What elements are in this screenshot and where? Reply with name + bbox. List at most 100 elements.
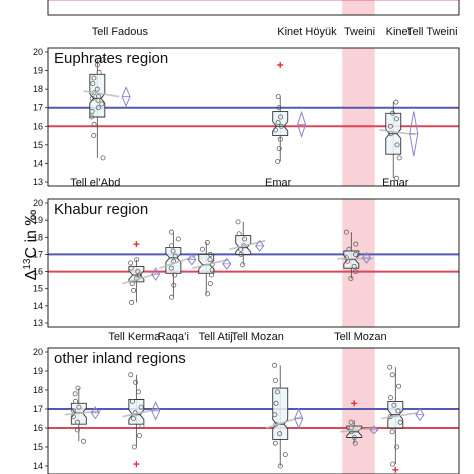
outlier-marker [351, 400, 358, 407]
data-point [391, 402, 397, 408]
mean-diamond [294, 407, 304, 430]
mean-diamond [409, 111, 419, 157]
y-tick-label: 19 [33, 66, 43, 76]
data-point [353, 251, 359, 257]
panel-1: 13 14 15 16 17 18 19 20 Euphrates region Tell el’… [33, 47, 460, 189]
box-group [272, 62, 307, 165]
data-point [387, 395, 393, 401]
highlight-band [342, 348, 375, 474]
data-point [240, 262, 246, 268]
data-point [238, 251, 244, 257]
highlight-band [342, 48, 375, 186]
data-point [131, 287, 137, 293]
y-tick-label: 18 [33, 232, 43, 242]
y-tick-label: 18 [33, 84, 43, 94]
data-point [133, 379, 139, 385]
data-point [348, 275, 354, 281]
data-point [135, 389, 141, 395]
data-point [352, 440, 358, 446]
data-point [128, 372, 134, 378]
y-tick-label: 15 [33, 442, 43, 452]
box-group [122, 241, 161, 305]
data-point [207, 281, 213, 287]
y-tick-label: 16 [33, 423, 43, 433]
site-label: Emar [382, 177, 409, 189]
panel-title: other inland regions [54, 350, 186, 367]
data-point [128, 265, 134, 271]
data-point [274, 389, 280, 395]
box-group [379, 99, 419, 181]
site-label: Tell Fadous [92, 26, 149, 38]
data-point [393, 99, 399, 105]
site-label: Tell Mozan [231, 331, 284, 343]
y-tick-label: 14 [33, 301, 43, 311]
panel-plot-area [48, 199, 459, 327]
data-point [397, 419, 403, 425]
site-label: Tell Tweini [407, 26, 458, 38]
data-point [276, 146, 282, 152]
data-point [343, 255, 349, 261]
data-point [75, 419, 81, 425]
data-point [169, 294, 175, 300]
site-label: Tweini [344, 26, 375, 38]
data-point [91, 75, 97, 81]
data-point [277, 136, 283, 142]
data-point [100, 56, 106, 62]
data-point [205, 291, 211, 297]
data-point [277, 463, 283, 469]
box-group [229, 219, 266, 268]
y-tick-label: 14 [33, 461, 43, 471]
data-point [277, 431, 283, 437]
data-point [351, 263, 357, 269]
trend-line [83, 90, 120, 98]
data-point [395, 408, 401, 414]
data-point [389, 429, 395, 435]
data-point [276, 105, 282, 111]
mean-diamond [369, 425, 379, 435]
trend-line [192, 258, 229, 269]
data-point [136, 433, 142, 439]
data-point [272, 412, 278, 418]
data-point [387, 364, 393, 370]
mean-diamond [151, 401, 161, 421]
data-point [172, 272, 178, 278]
data-point [99, 101, 105, 107]
site-label: Tell Mozan [334, 331, 387, 343]
data-point [394, 175, 400, 181]
mean-diamond [415, 408, 425, 422]
panel-plot-area [48, 348, 459, 474]
data-point [168, 265, 174, 271]
y-tick-label: 16 [33, 267, 43, 277]
y-tick-label: 17 [33, 103, 43, 113]
data-point [172, 253, 178, 259]
trend-line [229, 239, 266, 251]
outlier-marker [277, 62, 284, 68]
data-point [235, 219, 241, 225]
data-point [135, 269, 141, 275]
mean-diamond [187, 253, 197, 266]
y-tick-label: 16 [33, 121, 43, 131]
data-point [204, 239, 210, 245]
data-point [91, 121, 97, 127]
data-point [346, 246, 352, 252]
y-tick-label: 13 [33, 318, 43, 328]
box-group [337, 229, 374, 281]
box-group [64, 385, 101, 444]
data-point [272, 362, 278, 368]
mean-diamond [361, 251, 372, 264]
data-point [351, 434, 357, 440]
outlier-marker [133, 461, 140, 468]
panel-title: Euphrates region [54, 50, 168, 67]
y-tick-label: 19 [33, 366, 43, 376]
y-tick-label: 18 [33, 385, 43, 395]
data-point [207, 251, 213, 257]
box-group [265, 362, 304, 469]
data-point [393, 116, 399, 122]
data-point [73, 398, 79, 404]
data-point [278, 114, 284, 120]
data-point [209, 267, 215, 273]
data-point [272, 377, 278, 383]
data-point [275, 94, 281, 100]
panel-plot-area [48, 48, 459, 186]
panel-3: 14 15 16 17 18 19 20 other inland regions [33, 347, 460, 474]
